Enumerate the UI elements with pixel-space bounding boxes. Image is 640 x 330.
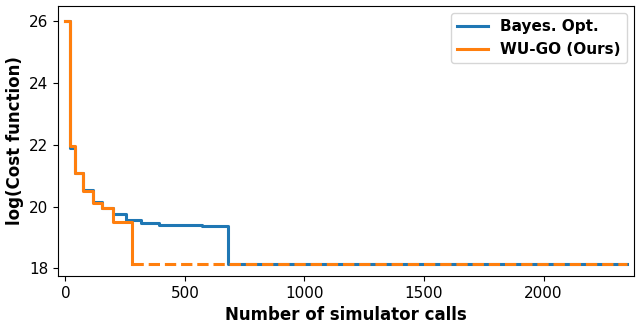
Legend: Bayes. Opt., WU-GO (Ours): Bayes. Opt., WU-GO (Ours) <box>451 13 627 63</box>
Bayes. Opt. <box>61 19 69 23</box>
WU-GO (Ours) <box>61 19 69 23</box>
X-axis label: Number of simulator calls: Number of simulator calls <box>225 307 467 324</box>
Bayes. Opt. <box>198 224 205 228</box>
WU-GO (Ours) <box>99 202 106 206</box>
Bayes. Opt. <box>79 171 87 175</box>
Bayes. Opt. <box>174 222 182 226</box>
Bayes. Opt. <box>79 187 87 191</box>
Bayes. Opt. <box>66 19 74 23</box>
Line: Bayes. Opt.: Bayes. Opt. <box>65 21 627 264</box>
WU-GO (Ours) <box>79 171 87 175</box>
Bayes. Opt. <box>122 212 130 216</box>
Bayes. Opt. <box>623 262 631 266</box>
WU-GO (Ours) <box>66 19 74 23</box>
Bayes. Opt. <box>174 223 182 227</box>
Bayes. Opt. <box>198 223 205 227</box>
Bayes. Opt. <box>66 146 74 150</box>
Bayes. Opt. <box>155 221 163 225</box>
Bayes. Opt. <box>137 217 145 221</box>
Bayes. Opt. <box>109 212 117 216</box>
Bayes. Opt. <box>623 262 631 266</box>
Bayes. Opt. <box>155 222 163 226</box>
Bayes. Opt. <box>99 206 106 210</box>
WU-GO (Ours) <box>89 202 97 206</box>
WU-GO (Ours) <box>71 171 79 175</box>
Bayes. Opt. <box>89 187 97 191</box>
Bayes. Opt. <box>71 171 79 175</box>
Bayes. Opt. <box>109 206 117 210</box>
WU-GO (Ours) <box>129 220 136 224</box>
WU-GO (Ours) <box>109 206 117 210</box>
Bayes. Opt. <box>224 224 232 228</box>
WU-GO (Ours) <box>71 144 79 148</box>
WU-GO (Ours) <box>89 189 97 193</box>
WU-GO (Ours) <box>99 206 106 210</box>
Bayes. Opt. <box>224 262 232 266</box>
WU-GO (Ours) <box>129 262 136 266</box>
WU-GO (Ours) <box>66 144 74 148</box>
WU-GO (Ours) <box>79 189 87 193</box>
Bayes. Opt. <box>137 221 145 225</box>
Bayes. Opt. <box>99 200 106 204</box>
Y-axis label: log(Cost function): log(Cost function) <box>6 56 24 225</box>
Line: WU-GO (Ours): WU-GO (Ours) <box>65 21 132 264</box>
Bayes. Opt. <box>71 146 79 150</box>
Bayes. Opt. <box>89 200 97 204</box>
Bayes. Opt. <box>122 217 130 221</box>
WU-GO (Ours) <box>109 220 117 224</box>
WU-GO (Ours) <box>129 262 136 266</box>
